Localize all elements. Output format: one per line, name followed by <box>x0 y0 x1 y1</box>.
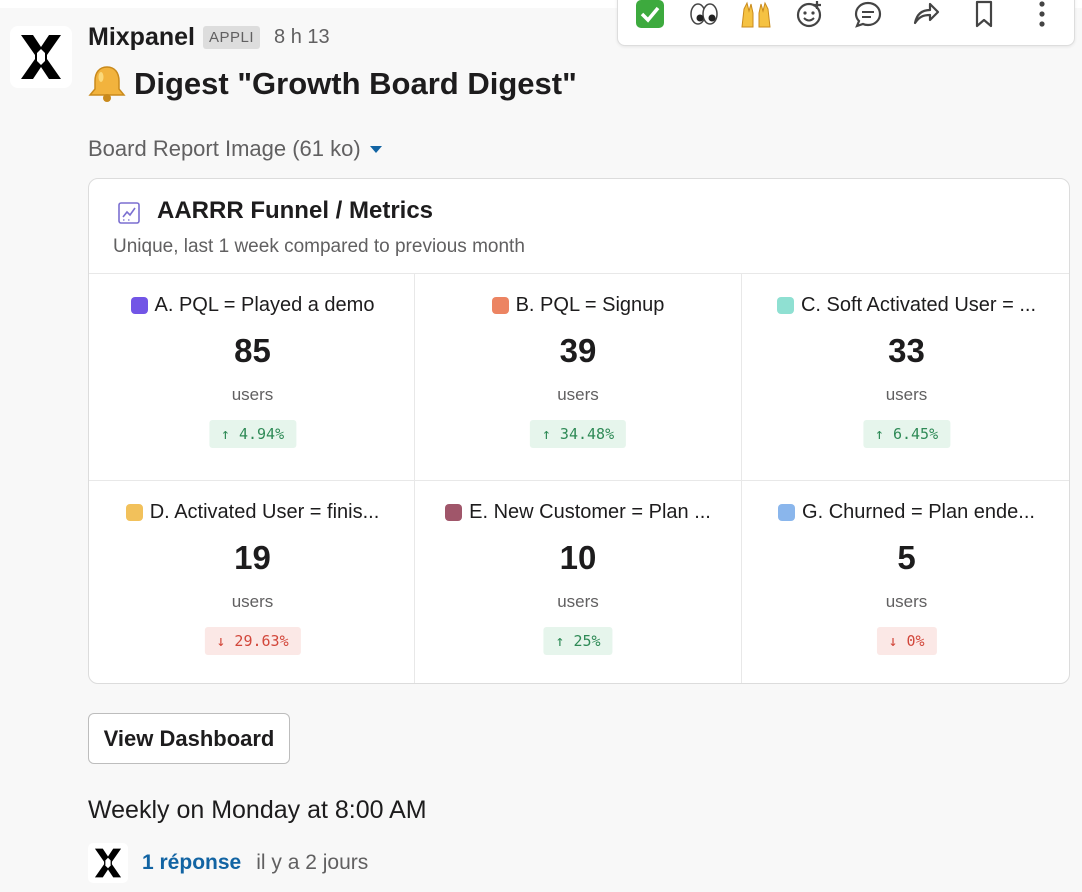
metric-color-swatch <box>776 297 794 314</box>
metric-value: 5 <box>897 539 916 576</box>
metric-label: B. PQL = Signup <box>515 294 665 316</box>
metric-delta-badge: ↑ 34.48% <box>529 420 627 448</box>
save-bookmark-icon[interactable] <box>964 0 1004 31</box>
board-report-card[interactable]: AARRR Funnel / Metrics Unique, last 1 we… <box>88 178 1070 684</box>
attachment-label[interactable]: Board Report Image (61 ko) <box>88 136 361 161</box>
title-text: Digest "Growth Board Digest" <box>134 66 577 101</box>
metric-tile: C. Soft Activated User = ... 33 users ↑ … <box>741 274 1069 480</box>
card-header: AARRR Funnel / Metrics Unique, last 1 we… <box>89 179 1069 274</box>
mixpanel-logo-icon <box>21 35 61 79</box>
metric-delta-badge: ↑ 6.45% <box>862 420 951 448</box>
metric-unit: users <box>557 592 599 611</box>
message-header: Mixpanel APPLI 8 h 13 <box>88 20 330 54</box>
eyes-reaction-icon[interactable] <box>684 0 724 31</box>
thread-last-reply-time: il y a 2 jours <box>256 851 369 874</box>
metrics-grid: A. PQL = Played a demo 85 users ↑ 4.94% … <box>89 274 1069 683</box>
metric-unit: users <box>557 385 599 404</box>
metric-tile: B. PQL = Signup 39 users ↑ 34.48% <box>414 274 741 480</box>
metric-unit: users <box>231 592 274 611</box>
mixpanel-avatar[interactable] <box>10 26 72 88</box>
top-strip <box>0 0 1082 8</box>
metric-color-swatch <box>125 504 143 521</box>
metric-unit: users <box>885 592 928 611</box>
reply-in-thread-icon[interactable] <box>848 0 888 31</box>
app-badge: APPLI <box>202 25 261 49</box>
line-chart-icon <box>117 201 141 225</box>
metric-color-swatch <box>778 504 796 521</box>
mixpanel-logo-icon <box>94 848 122 878</box>
metric-tile: G. Churned = Plan ende... 5 users ↓ 0% <box>741 480 1069 683</box>
card-title: AARRR Funnel / Metrics <box>157 197 434 224</box>
metric-label: C. Soft Activated User = ... <box>800 294 1037 316</box>
metric-color-swatch <box>491 297 509 314</box>
message-title: Digest "Growth Board Digest" <box>86 64 577 104</box>
sender-name[interactable]: Mixpanel <box>88 22 195 51</box>
metric-tile: A. PQL = Played a demo 85 users ↑ 4.94% <box>89 274 416 480</box>
thread-replies-link[interactable]: 1 réponse <box>142 851 242 874</box>
bell-icon <box>86 64 128 104</box>
caret-down-icon[interactable] <box>369 144 383 154</box>
share-icon[interactable] <box>906 0 946 31</box>
metric-value: 10 <box>559 539 597 576</box>
metric-color-swatch <box>130 297 148 314</box>
metric-label: A. PQL = Played a demo <box>154 294 375 316</box>
more-actions-icon[interactable] <box>1022 0 1062 31</box>
message-time[interactable]: 8 h 13 <box>274 25 330 48</box>
metric-label: D. Activated User = finis... <box>149 501 380 523</box>
metric-value: 85 <box>234 332 271 369</box>
metric-unit: users <box>231 385 274 404</box>
metric-color-swatch <box>445 504 463 521</box>
metric-tile: E. New Customer = Plan ... 10 users ↑ 25… <box>414 480 741 683</box>
metric-label: G. Churned = Plan ende... <box>802 501 1035 523</box>
card-subtitle: Unique, last 1 week compared to previous… <box>113 236 525 257</box>
add-reaction-icon[interactable] <box>790 0 830 31</box>
raised-hands-reaction-icon[interactable] <box>736 0 776 31</box>
metric-delta-badge: ↓ 29.63% <box>204 627 301 655</box>
message-actions-toolbar <box>617 0 1075 46</box>
thread-summary[interactable]: 1 réponse il y a 2 jours <box>142 849 368 877</box>
attachment-toggle[interactable]: Board Report Image (61 ko) <box>88 136 383 162</box>
metric-value: 19 <box>234 539 271 576</box>
metric-unit: users <box>885 385 928 404</box>
metric-delta-badge: ↑ 4.94% <box>208 420 297 448</box>
metric-value: 39 <box>559 332 597 369</box>
view-dashboard-button[interactable]: View Dashboard <box>88 713 290 764</box>
check-mark-reaction-icon[interactable] <box>630 0 670 31</box>
reply-avatar[interactable] <box>88 843 128 883</box>
metric-delta-badge: ↓ 0% <box>876 627 937 655</box>
metric-tile: D. Activated User = finis... 19 users ↓ … <box>89 480 416 683</box>
schedule-text: Weekly on Monday at 8:00 AM <box>88 796 427 824</box>
metric-value: 33 <box>888 332 925 369</box>
metric-delta-badge: ↑ 25% <box>543 627 613 655</box>
metric-label: E. New Customer = Plan ... <box>469 501 711 523</box>
